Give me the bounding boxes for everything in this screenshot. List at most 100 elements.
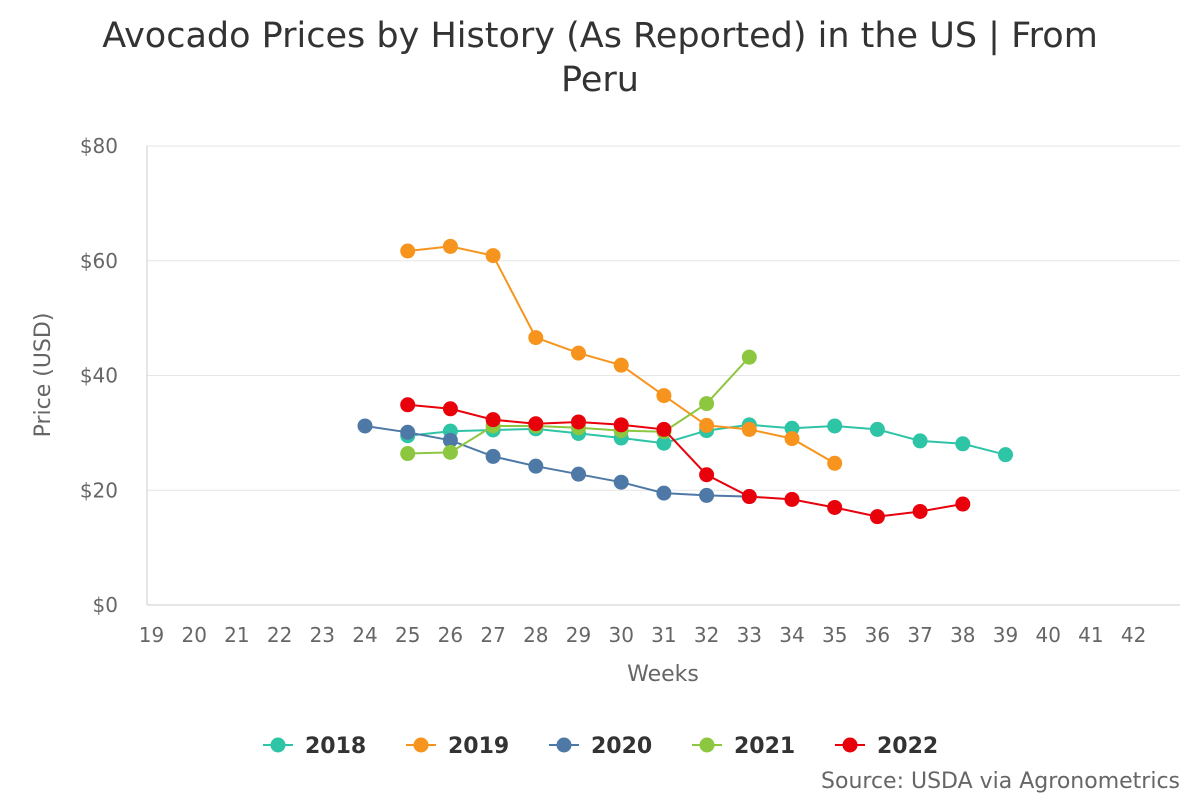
data-point[interactable] (912, 433, 928, 449)
data-point[interactable] (400, 446, 416, 462)
x-tick-label: 32 (694, 623, 719, 647)
x-tick-label: 35 (822, 623, 847, 647)
x-tick-label: 38 (950, 623, 975, 647)
x-tick-label: 26 (438, 623, 463, 647)
source-credit: Source: USDA via Agronometrics (821, 769, 1180, 794)
legend-item-2020[interactable]: 2020 (549, 734, 652, 759)
x-tick-label: 20 (181, 623, 206, 647)
data-point[interactable] (656, 421, 672, 437)
x-tick-label: 19 (139, 623, 164, 647)
y-axis-title: Price (USD) (31, 313, 56, 438)
legend[interactable]: 2018 2019 2020 2021 2022 (263, 734, 938, 759)
data-point[interactable] (571, 414, 586, 430)
data-point[interactable] (784, 420, 800, 436)
data-point[interactable] (485, 248, 501, 264)
data-point[interactable] (528, 330, 544, 346)
data-point[interactable] (400, 243, 416, 259)
data-point[interactable] (442, 401, 458, 417)
data-point[interactable] (741, 421, 757, 437)
y-tick-label: $40 (80, 364, 118, 388)
series-2022 (400, 397, 971, 525)
legend-swatch-marker (699, 737, 715, 753)
data-point[interactable] (869, 509, 885, 525)
data-point[interactable] (955, 496, 971, 512)
x-tick-label: 31 (651, 623, 676, 647)
data-point[interactable] (357, 418, 373, 434)
legend-item-2021[interactable]: 2021 (692, 734, 795, 759)
legend-item-2022[interactable]: 2022 (835, 734, 938, 759)
legend-label: 2022 (877, 734, 938, 759)
x-tick-label: 36 (865, 623, 890, 647)
axes: $0 $20 $40 $60 $80 19 20 21 22 23 24 25 26 27 28 29 30 31… (80, 134, 1180, 647)
data-point[interactable] (656, 388, 672, 404)
x-tick-label: 23 (310, 623, 335, 647)
x-tick-label: 29 (566, 623, 591, 647)
x-tick-label: 41 (1078, 623, 1103, 647)
legend-label: 2018 (305, 734, 366, 759)
legend-label: 2020 (591, 734, 652, 759)
legend-swatch-marker (556, 737, 572, 753)
data-point[interactable] (741, 349, 757, 365)
x-tick-label: 42 (1121, 623, 1146, 647)
data-point[interactable] (827, 455, 843, 471)
data-point[interactable] (656, 435, 672, 451)
y-tick-label: $20 (80, 478, 118, 502)
data-point[interactable] (571, 466, 586, 482)
legend-swatch-marker (413, 737, 429, 753)
legend-swatch-marker (270, 737, 286, 753)
data-point[interactable] (442, 444, 458, 460)
y-tick-label: $60 (80, 249, 118, 273)
x-tick-label: 34 (779, 623, 804, 647)
x-tick-label: 22 (267, 623, 292, 647)
data-point[interactable] (442, 238, 458, 254)
x-tick-label: 21 (224, 623, 249, 647)
legend-label: 2019 (448, 734, 509, 759)
legend-label: 2021 (734, 734, 795, 759)
data-point[interactable] (613, 357, 629, 373)
data-point[interactable] (741, 489, 757, 505)
x-tick-label: 37 (907, 623, 932, 647)
data-point[interactable] (699, 396, 715, 412)
data-point[interactable] (613, 474, 629, 490)
data-point[interactable] (699, 487, 715, 503)
series-group (357, 238, 1013, 525)
x-tick-label: 33 (737, 623, 762, 647)
x-tick-label: 28 (523, 623, 548, 647)
data-point[interactable] (485, 448, 501, 464)
data-point[interactable] (656, 485, 672, 501)
y-tick-label: $0 (93, 593, 118, 617)
legend-swatch-marker (842, 737, 858, 753)
legend-item-2018[interactable]: 2018 (263, 734, 366, 759)
series-2019 (400, 238, 843, 471)
data-point[interactable] (528, 416, 544, 432)
x-tick-label: 24 (352, 623, 377, 647)
data-point[interactable] (998, 447, 1013, 463)
data-point[interactable] (699, 467, 715, 483)
data-point[interactable] (400, 424, 416, 440)
legend-item-2019[interactable]: 2019 (406, 734, 509, 759)
data-point[interactable] (784, 431, 800, 447)
data-point[interactable] (528, 458, 544, 474)
y-tick-label: $80 (80, 134, 118, 158)
x-tick-label: 39 (993, 623, 1018, 647)
x-tick-label: 30 (608, 623, 633, 647)
data-point[interactable] (955, 436, 971, 452)
data-point[interactable] (571, 345, 586, 361)
x-tick-label: 27 (480, 623, 505, 647)
x-tick-label: 25 (395, 623, 420, 647)
data-point[interactable] (827, 499, 843, 515)
x-axis-title: Weeks (627, 662, 699, 687)
data-point[interactable] (869, 421, 885, 437)
data-point[interactable] (912, 503, 928, 519)
data-point[interactable] (827, 418, 843, 434)
data-point[interactable] (784, 491, 800, 507)
x-tick-label: 40 (1035, 623, 1060, 647)
data-point[interactable] (400, 397, 416, 413)
chart-title: Avocado Prices by History (As Reported) … (102, 16, 1098, 100)
data-point[interactable] (613, 417, 629, 433)
data-point[interactable] (699, 417, 715, 433)
data-point[interactable] (485, 412, 501, 428)
series-line-2020 (364, 425, 750, 498)
data-point[interactable] (442, 432, 458, 448)
